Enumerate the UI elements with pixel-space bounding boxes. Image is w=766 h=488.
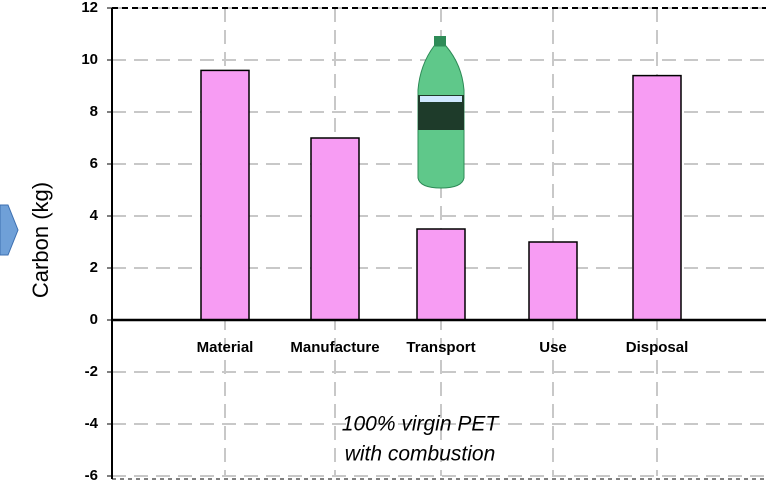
y-tick-label: 6 xyxy=(90,155,98,172)
bar xyxy=(632,74,682,321)
x-tick-label: Material xyxy=(197,339,254,356)
arrow-decoration xyxy=(0,204,19,256)
y-tick-label: -2 xyxy=(85,363,98,380)
y-tick-label: 12 xyxy=(81,0,98,16)
bottle-image xyxy=(417,36,465,189)
y-tick-label: 8 xyxy=(90,103,98,120)
bar xyxy=(200,69,250,321)
plot-area: -6 -4 -2 0 2 4 6 8 10 12 Material Manufacture Transp… xyxy=(81,0,766,484)
x-tick-label: Transport xyxy=(406,339,475,356)
y-tick-label: -6 xyxy=(85,467,98,483)
y-axis-label: Carbon (kg) xyxy=(28,182,53,298)
bar xyxy=(528,241,578,321)
y-tick-label: 2 xyxy=(90,259,98,276)
bar xyxy=(416,228,466,321)
annotation: 100% virgin PET xyxy=(342,413,501,436)
x-tick-label: Disposal xyxy=(626,339,689,356)
x-tick-label: Use xyxy=(539,339,567,356)
y-tick-label: 4 xyxy=(90,207,99,224)
y-tick-label: -4 xyxy=(85,415,99,432)
y-tick-label: 0 xyxy=(90,311,98,328)
y-tick-label: 10 xyxy=(81,51,98,68)
annotation: with combustion xyxy=(345,443,496,466)
bar xyxy=(310,137,360,321)
x-tick-label: Manufacture xyxy=(290,339,379,356)
